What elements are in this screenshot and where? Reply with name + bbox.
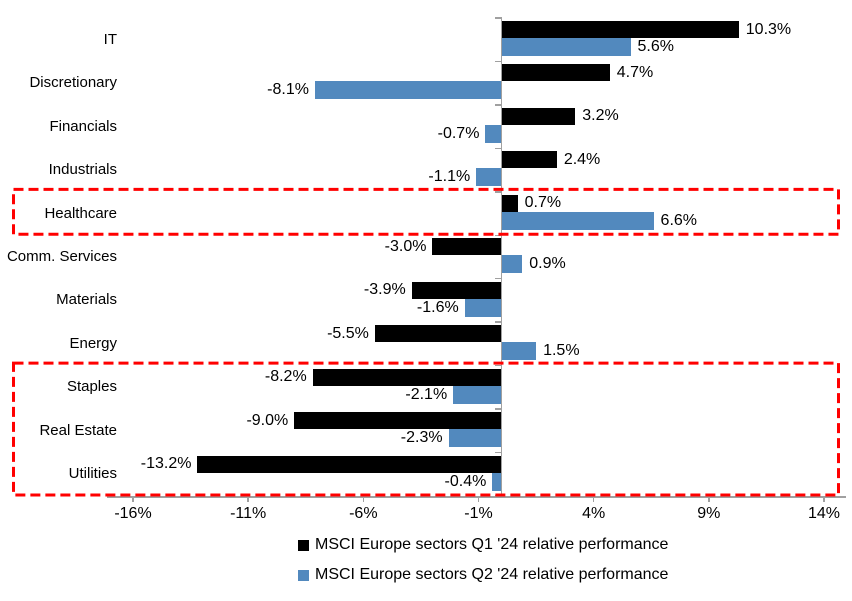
value-label: -13.2% [140,455,192,473]
legend-item-q2: MSCI Europe sectors Q2 '24 relative perf… [298,565,668,585]
value-label: 0.9% [529,255,566,273]
bar-q2 [501,255,523,274]
value-label: -8.1% [267,81,309,99]
category-label: Discretionary [29,74,117,92]
bar-q1 [374,325,502,343]
x-tick-label: 14% [807,505,841,522]
bar-q1 [501,151,557,169]
x-axis-tick [132,496,134,502]
legend: MSCI Europe sectors Q1 '24 relative perf… [298,535,668,585]
y-axis-tick [494,60,502,63]
bar-q1 [501,21,739,38]
value-label: -5.5% [327,324,369,342]
bar-q2 [501,342,537,361]
legend-label-q2: MSCI Europe sectors Q2 '24 relative perf… [315,566,669,583]
x-axis-tick [247,496,249,502]
bar-q1 [411,281,502,299]
x-tick-label: -6% [349,505,378,522]
value-label: 0.7% [524,194,562,212]
category-label: Industrials [48,161,117,179]
category-label: Real Estate [39,421,117,439]
bar-q1 [501,107,576,125]
bar-q2 [485,124,502,143]
category-label: Materials [56,291,117,309]
value-label: -3.0% [384,237,427,255]
value-label: -1.1% [428,168,471,186]
category-label: Financials [49,117,117,135]
bar-q2 [476,168,502,187]
value-label: 6.6% [660,211,698,229]
x-axis-tick [592,496,595,502]
category-label: Energy [69,334,117,352]
value-label: 2.4% [563,150,601,168]
y-axis-tick [494,364,502,367]
y-axis-tick [494,234,502,237]
y-axis-tick [494,495,502,497]
category-label: Healthcare [44,204,117,222]
bar-q1 [501,194,518,212]
x-axis-tick [823,496,825,502]
x-tick-label: -1% [464,505,493,522]
legend-swatch-q1-icon [298,539,309,551]
value-label: 1.5% [543,342,580,360]
bar-q2 [464,298,502,317]
x-axis-tick [362,496,365,502]
value-label: -9.0% [246,411,289,429]
y-axis-tick [494,321,502,323]
value-label: -8.2% [264,368,307,386]
y-axis-tick [494,191,502,193]
bar-q1 [312,368,502,386]
value-label: -2.1% [405,385,448,403]
bar-q2 [448,429,502,448]
y-axis-tick [494,277,502,280]
value-label: 3.2% [582,107,619,125]
highlight-box [12,187,840,236]
y-axis-tick [494,451,502,454]
category-label: Staples [66,378,117,396]
category-label: IT [103,30,117,48]
y-axis-tick [494,147,502,150]
category-label: Comm. Services [6,248,117,265]
x-axis-line [107,496,846,498]
bar-q1 [501,64,610,82]
bar-q2 [453,385,502,404]
value-label: -1.6% [416,298,459,316]
y-axis-tick [494,17,502,19]
value-label: -2.3% [400,429,443,447]
category-label: Utilities [68,465,117,483]
bar-q1 [432,238,502,256]
x-axis-tick [477,496,480,502]
bar-q2 [501,211,654,230]
legend-label-q1: MSCI Europe sectors Q1 '24 relative perf… [315,536,669,553]
value-label: -3.9% [363,281,406,299]
y-axis-line [500,18,503,496]
y-axis-tick [494,408,502,410]
x-tick-label: 4% [582,505,606,522]
bar-q1 [294,412,502,430]
bar-q2 [314,81,502,100]
value-label: 10.3% [745,20,792,38]
value-label: -0.4% [444,472,487,490]
value-label: 5.6% [637,38,674,55]
legend-item-q1: MSCI Europe sectors Q1 '24 relative perf… [298,535,668,555]
x-tick-label: 9% [697,505,721,522]
legend-swatch-q2-icon [298,569,309,581]
bar-q2 [501,38,631,56]
value-label: -0.7% [437,124,480,142]
x-tick-label: -16% [114,505,152,522]
y-axis-tick [494,104,502,106]
x-axis-tick [708,496,710,502]
x-tick-label: -11% [230,505,267,522]
bar-q1 [197,455,502,473]
value-label: 4.7% [616,63,654,81]
